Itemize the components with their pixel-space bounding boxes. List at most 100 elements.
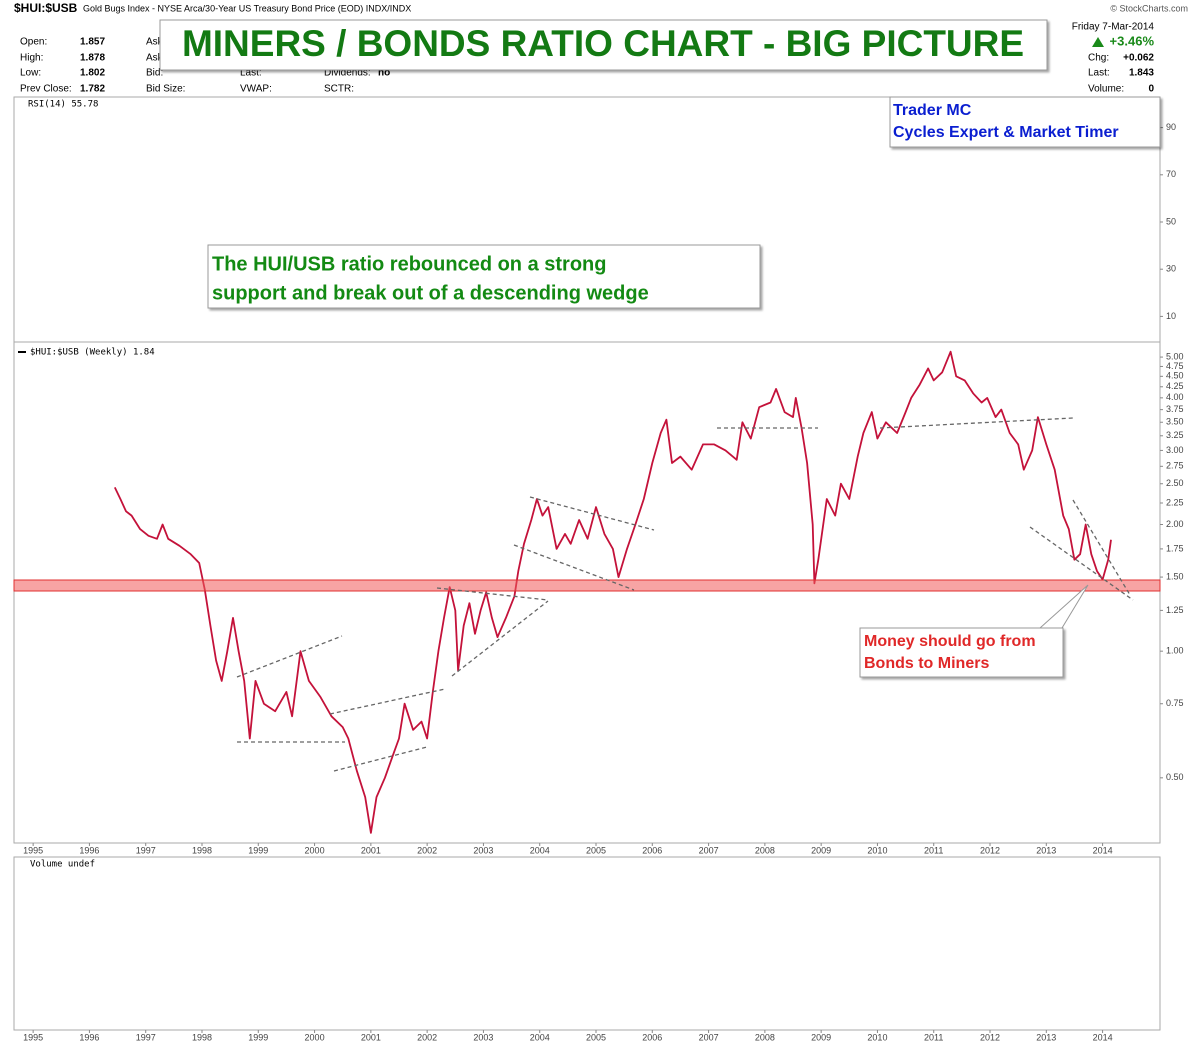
stats: Open: 1.857 High: 1.878 Low: 1.802 Prev Close:… <box>20 37 1154 95</box>
x-tick-label: 2010 <box>867 1032 887 1042</box>
x-tick-label: 1997 <box>136 845 156 855</box>
stat-label: Prev Close: <box>20 84 72 95</box>
description: Gold Bugs Index - NYSE Arca/30-Year US T… <box>83 3 411 13</box>
y-tick-label: 2.25 <box>1166 497 1184 507</box>
note-box <box>207 244 761 309</box>
x-tick-label: 2012 <box>980 845 1000 855</box>
stat-label: Chg: <box>1088 53 1109 64</box>
x-tick-label: 2004 <box>530 1032 550 1042</box>
x-tick-label: 2007 <box>699 845 719 855</box>
y-tick-label: 4.75 <box>1166 361 1184 371</box>
trend-line <box>436 587 549 601</box>
price-line <box>113 350 1112 834</box>
callout-text: Money should go from <box>864 633 1036 650</box>
title-box <box>159 19 1048 71</box>
stat-label: Ask: <box>146 37 165 48</box>
trend-line <box>333 746 428 772</box>
trend-line <box>879 417 1074 429</box>
x-tick-label: 2000 <box>305 1032 325 1042</box>
x-tick-label: 2013 <box>1036 1032 1056 1042</box>
stat-value: 0 <box>1148 84 1154 95</box>
x-tick-label: 2008 <box>755 1032 775 1042</box>
y-tick-label: 3.25 <box>1166 430 1184 440</box>
trend-line <box>236 635 343 678</box>
trend-line <box>513 544 635 591</box>
plot: RSI(14) 55.78 10 30 50 70 90 $HUI:$USB (Weekly… <box>23 100 1183 1043</box>
x-tick-label: 2000 <box>305 845 325 855</box>
y-tick-label: 1.50 <box>1166 571 1184 581</box>
x-tick-label: 1998 <box>192 1032 212 1042</box>
x-tick-label: 1998 <box>192 845 212 855</box>
x-tick-label: 2008 <box>755 845 775 855</box>
x-tick-label: 2003 <box>473 1032 493 1042</box>
author-box <box>889 96 1161 148</box>
y-tick-label: 3.75 <box>1166 404 1184 414</box>
author-name: Trader MC <box>893 102 972 119</box>
y-tick-label: 50 <box>1166 216 1176 226</box>
y-tick-label: 90 <box>1166 122 1176 132</box>
x-tick-label: 2011 <box>924 1032 943 1042</box>
x-tick-label: 2010 <box>867 845 887 855</box>
stat-label: Open: <box>20 37 47 48</box>
x-tick-label: 2002 <box>417 1032 437 1042</box>
symbol: $HUI:$USB <box>14 1 78 15</box>
y-tick-label: 0.75 <box>1166 698 1184 708</box>
stat-value: 1.843 <box>1129 68 1154 79</box>
note-text: The HUI/USB ratio rebounced on a strong <box>212 253 606 275</box>
stat-value: 1.802 <box>80 68 105 79</box>
x-tick-label: 2005 <box>586 845 606 855</box>
x-tick-label: 2006 <box>642 1032 662 1042</box>
x-tick-label: 1995 <box>23 845 43 855</box>
y-tick-label: 70 <box>1166 169 1176 179</box>
y-tick-label: 3.00 <box>1166 445 1184 455</box>
x-tick-label: 1999 <box>248 1032 268 1042</box>
x-tick-label: 2014 <box>1093 1032 1113 1042</box>
x-tick-label: 2013 <box>1036 845 1056 855</box>
x-tick-label: 2007 <box>699 1032 719 1042</box>
x-tick-label: 1997 <box>136 1032 156 1042</box>
trend-line <box>529 496 655 531</box>
y-tick-label: 5.00 <box>1166 351 1184 361</box>
x-tick-label: 2003 <box>473 845 493 855</box>
trend-line <box>451 600 549 677</box>
price-panel <box>13 341 1161 844</box>
stat-value: no <box>378 68 390 79</box>
y-tick-label: 4.00 <box>1166 392 1184 402</box>
note-text: support and break out of a descending we… <box>212 282 649 304</box>
chart-title: MINERS / BONDS RATIO CHART - BIG PICTURE <box>182 23 1024 64</box>
y-tick-label: 2.50 <box>1166 478 1184 488</box>
stat-label: Bid: <box>146 68 163 79</box>
panel-label: $HUI:$USB (Weekly) 1.84 <box>30 348 155 358</box>
stat-label: Dividends: <box>324 68 371 79</box>
x-tick-label: 2005 <box>586 1032 606 1042</box>
y-tick-label: 4.50 <box>1166 371 1184 381</box>
x-tick-label: 1999 <box>248 845 268 855</box>
y-tick-label: 1.25 <box>1166 605 1184 615</box>
volume-panel <box>13 856 1161 1031</box>
x-tick-label: 1996 <box>79 1032 99 1042</box>
x-tick-label: 2001 <box>361 845 381 855</box>
x-tick-label: 1995 <box>23 1032 43 1042</box>
x-tick-label: 2002 <box>417 845 437 855</box>
stat-label: VWAP: <box>240 84 272 95</box>
support-band <box>13 579 1161 592</box>
change-percent: +3.46% <box>1110 33 1155 48</box>
x-tick-label: 2012 <box>980 1032 1000 1042</box>
y-tick-label: 2.75 <box>1166 461 1184 471</box>
panel-label: RSI(14) 55.78 <box>28 100 98 110</box>
stat-value: 1.857 <box>80 37 105 48</box>
panel-label: Volume undef <box>30 860 95 870</box>
x-tick-label: 2006 <box>642 845 662 855</box>
date: Friday 7-Mar-2014 <box>1072 22 1155 33</box>
callout-box <box>859 627 1064 678</box>
x-tick-label: 2009 <box>811 1032 831 1042</box>
stat-label: Last: <box>240 68 262 79</box>
stat-label: Last: <box>1088 68 1110 79</box>
stat-label: High: <box>20 53 43 64</box>
callout-text: Bonds to Miners <box>864 655 989 672</box>
stat-value: +0.062 <box>1123 53 1154 64</box>
trend-line <box>1072 499 1131 596</box>
trend-line <box>1029 526 1134 601</box>
